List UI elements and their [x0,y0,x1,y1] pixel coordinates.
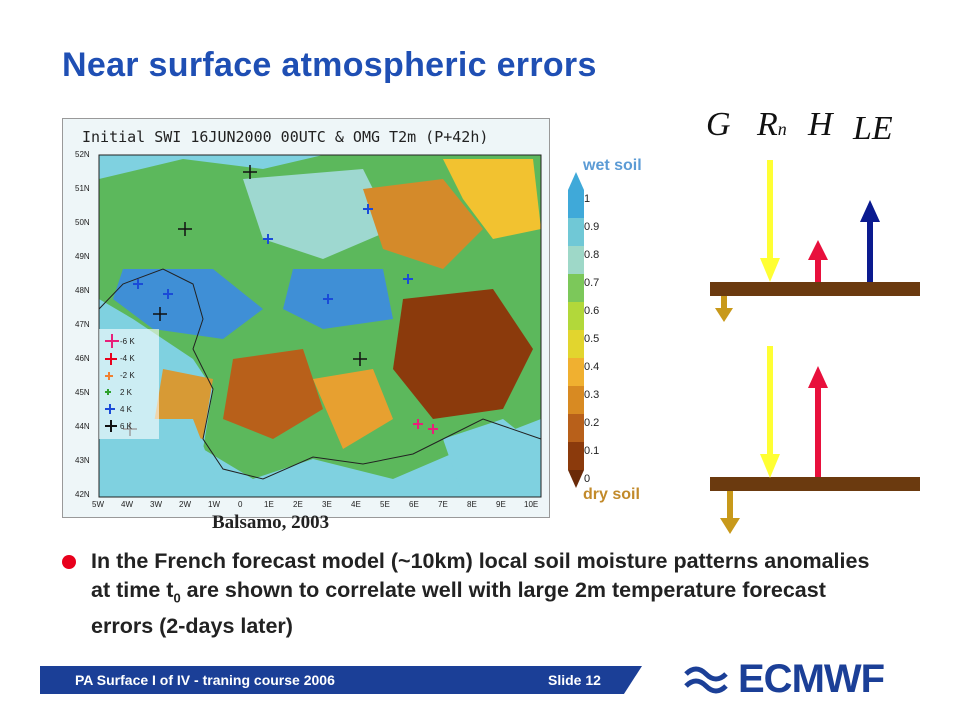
colorbar-tick: 0.4 [584,361,600,373]
wet-soil-label: wet soil [583,157,642,174]
lon-label: 8E [467,500,477,509]
bullet-dot [62,555,76,569]
symbol-h: H [808,106,833,143]
lat-label: 42N [75,490,90,499]
bullet-text-subscript: 0 [173,590,181,606]
symbol-r: R [757,106,778,143]
colorbar-tick: 0.5 [584,333,600,345]
colorbar-tick: 0.1 [584,445,600,457]
colorbar-tick: 0 [584,473,591,485]
lon-label: 6E [409,500,419,509]
lon-label: 2E [293,500,303,509]
lat-label: 46N [75,354,90,363]
legend-label: -2 K [120,371,135,380]
arrow-h-up-dry [808,366,828,477]
colorbar-tick: 0.3 [584,389,600,401]
colorbar-tick: 0.7 [584,277,600,289]
lat-label: 49N [75,252,90,261]
lat-label: 48N [75,286,90,295]
lat-label: 47N [75,320,90,329]
lon-label: 5W [92,500,104,509]
legend-label: 4 K [120,405,133,414]
lon-label: 4E [351,500,361,509]
arrow-g-down-wet [715,296,733,322]
lon-label: 3W [150,500,162,509]
colorbar-tick: 0.6 [584,305,600,317]
colorbar-tick: 0.9 [584,221,600,233]
lon-label: 0 [238,500,243,509]
lon-label: 7E [438,500,448,509]
arrow-g-down-dry [720,491,740,534]
colorbar-tick: 1 [584,193,591,205]
lat-label: 52N [75,150,90,159]
lon-label: 5E [380,500,390,509]
ecmwf-logo-icon [684,666,728,694]
symbol-le: LE [853,110,893,147]
soil-bar-dry [710,477,920,491]
lon-label: 2W [179,500,191,509]
symbol-g: G [706,106,731,143]
lon-label: 4W [121,500,133,509]
slide-title: Near surface atmospheric errors [62,46,597,84]
lon-label: 1E [264,500,274,509]
colorbar-tick: 0.2 [584,417,600,429]
arrow-rn-down-wet [760,160,780,282]
map-title: Initial SWI 16JUN2000 00UTC & OMG T2m (P… [82,128,489,146]
symbol-rn: Rn [757,106,787,144]
slide-number: Slide 12 [548,672,601,688]
lon-label: 1W [208,500,220,509]
flux-diagram [710,160,920,534]
lat-label: 43N [75,456,90,465]
legend-label: 6 K [120,422,133,431]
ecmwf-logo-text: ECMWF [738,657,885,701]
dry-soil-label: dry soil [583,486,640,503]
soil-moisture-map [62,118,550,518]
footer-bar [40,666,642,694]
lon-label: 9E [496,500,506,509]
map-graphic [63,119,549,517]
colorbar [568,172,584,488]
arrow-h-up-wet [808,240,828,282]
arrow-rn-down-dry [760,346,780,478]
bullet-text-rest: are shown to correlate well with large 2… [91,578,826,639]
lon-label: 10E [524,500,539,509]
lat-label: 44N [75,422,90,431]
bullet-text: In the French forecast model (~10km) loc… [91,547,891,641]
symbol-r-subscript: n [777,119,787,139]
arrow-le-up-wet [860,200,880,282]
lat-label: 45N [75,388,90,397]
lon-label: 3E [322,500,332,509]
legend-label: 2 K [120,388,133,397]
legend-label: -6 K [120,337,135,346]
lat-label: 50N [75,218,90,227]
soil-bar-wet [710,282,920,296]
credit-label: Balsamo, 2003 [212,512,330,533]
footer-course-label: PA Surface I of IV - traning course 2006 [75,672,335,688]
lat-label: 51N [75,184,90,193]
bullet-text-main: In the French forecast model (~10km) loc… [91,549,870,602]
legend-label: -4 K [120,354,135,363]
colorbar-tick: 0.8 [584,249,600,261]
